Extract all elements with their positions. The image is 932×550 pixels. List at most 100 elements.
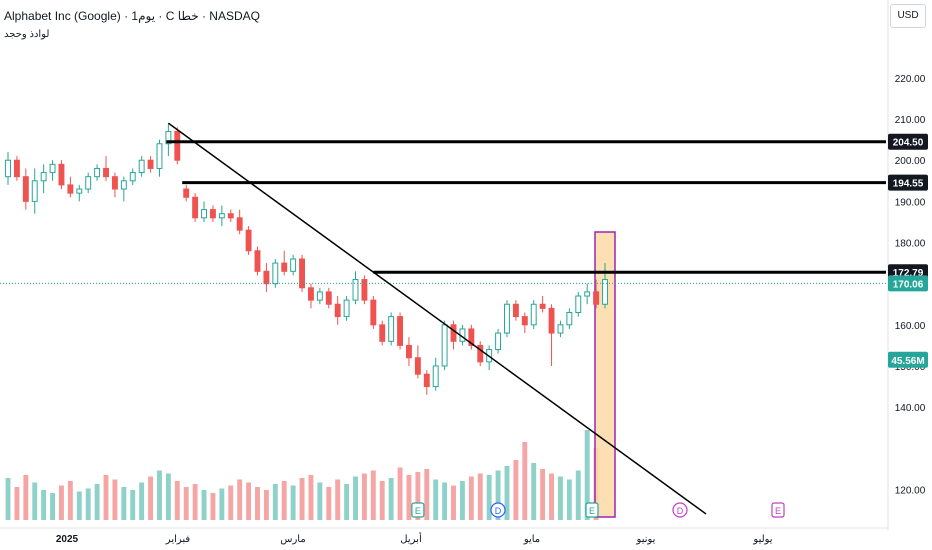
currency-button[interactable]: USD xyxy=(890,4,926,28)
volume-bar xyxy=(433,479,439,520)
volume-bar xyxy=(192,484,198,520)
event-marker-label: E xyxy=(589,506,595,516)
candle-body xyxy=(201,209,207,219)
candle-body xyxy=(575,295,582,313)
volume-bar xyxy=(522,442,528,520)
candle-body xyxy=(245,229,252,252)
price-tag xyxy=(888,174,928,191)
y-tick-label: 180.00 xyxy=(895,239,926,250)
volume-bar xyxy=(130,490,136,520)
candle-body xyxy=(22,176,29,202)
candle-body xyxy=(31,180,38,202)
earnings-marker xyxy=(411,502,425,518)
volume-bar xyxy=(361,473,367,520)
volume-bar xyxy=(103,475,109,520)
volume-bar xyxy=(5,478,11,520)
candle-body xyxy=(334,303,341,318)
dividend-marker xyxy=(672,502,688,518)
volume-bar xyxy=(495,470,501,520)
volume-bar xyxy=(406,475,412,520)
volume-bar xyxy=(139,482,145,520)
volume-bar xyxy=(451,485,456,520)
candle-body xyxy=(308,287,314,301)
candle-body xyxy=(361,279,368,301)
candle-body xyxy=(468,328,475,346)
candle-body xyxy=(388,316,395,342)
candle-body xyxy=(13,159,20,178)
y-tick-label: 140.00 xyxy=(895,403,926,414)
candle-body xyxy=(120,180,127,190)
volume-bar xyxy=(255,487,260,520)
candle-body xyxy=(450,324,457,342)
candle-body xyxy=(138,159,145,174)
x-tick-label: مارس xyxy=(280,534,305,545)
volume-bar xyxy=(85,488,91,520)
volume-bar xyxy=(76,491,82,520)
volume-bar xyxy=(459,481,465,520)
volume-bar xyxy=(263,490,269,520)
candle-body xyxy=(299,258,305,289)
volume-bar xyxy=(379,481,385,520)
price-tag xyxy=(888,275,928,292)
candle-body xyxy=(263,270,270,285)
candle-body xyxy=(129,172,136,182)
candle-body xyxy=(548,307,555,334)
symbol-header[interactable]: Alphabet Inc (Google) · 1يوم · C خطا · N… xyxy=(4,9,260,23)
price-tag xyxy=(888,133,928,150)
volume-bar xyxy=(237,479,243,520)
candle-body xyxy=(111,176,118,190)
candle-body xyxy=(103,167,109,178)
candle-body xyxy=(512,303,519,318)
volume-bar xyxy=(32,482,38,520)
candle-body xyxy=(156,143,163,169)
volume-bar xyxy=(584,430,590,520)
candle-body xyxy=(414,357,421,375)
y-tick-label: 210.00 xyxy=(895,115,926,126)
volume-bar xyxy=(14,487,20,520)
y-tick-label: 220.00 xyxy=(895,74,926,85)
volume-bar xyxy=(540,469,546,520)
dividend-marker xyxy=(490,502,506,518)
candle-body xyxy=(58,163,65,186)
candle-body xyxy=(49,163,56,174)
x-tick-label: يوليو xyxy=(752,534,772,545)
volume-bar xyxy=(353,476,358,520)
volume-bar xyxy=(183,487,189,520)
volume-bar xyxy=(549,473,554,520)
x-tick-label: 2025 xyxy=(56,534,79,545)
y-tick-label: 200.00 xyxy=(895,156,926,167)
candle-body xyxy=(352,279,359,301)
volume-bar xyxy=(246,482,252,520)
candle-body xyxy=(477,344,484,363)
volume-bar xyxy=(219,488,225,520)
candle-body xyxy=(147,159,154,169)
event-marker-label: E xyxy=(415,506,421,516)
event-marker-label: D xyxy=(495,506,502,516)
candle-body xyxy=(272,262,279,285)
indicator-label: لوادذ وحجد xyxy=(4,29,50,40)
candle-body xyxy=(397,316,404,346)
candle-body xyxy=(94,167,101,178)
candle-body xyxy=(227,213,234,219)
x-tick-label: يونيو xyxy=(636,534,656,545)
candle-body xyxy=(67,184,74,194)
candle-body xyxy=(5,159,11,178)
candle-body xyxy=(504,303,510,334)
candle-body xyxy=(530,303,537,326)
price-tag-label: 170.06 xyxy=(893,279,924,290)
event-marker-label: D xyxy=(677,506,684,516)
price-tag xyxy=(888,351,928,368)
volume-bar xyxy=(477,473,483,520)
volume-bar xyxy=(67,481,73,520)
candle-body xyxy=(602,279,608,305)
volume-bar xyxy=(557,476,563,520)
volume-bar xyxy=(50,493,56,520)
candle-body xyxy=(432,365,439,388)
candle-body xyxy=(209,209,216,219)
candle-body xyxy=(192,196,199,219)
volume-bar xyxy=(308,475,314,520)
volume-bar xyxy=(388,478,394,520)
candle-body xyxy=(316,291,323,301)
price-tag-label: 45.56M xyxy=(891,356,924,367)
